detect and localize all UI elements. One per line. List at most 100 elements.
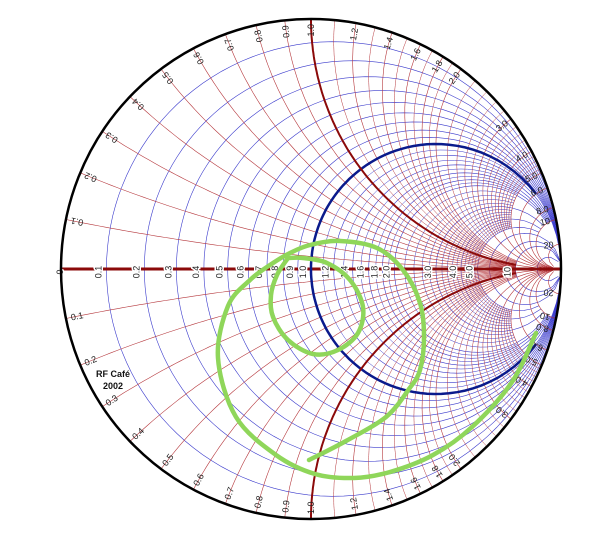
resistance-label: 4.0 [448, 266, 458, 279]
scale-labels: 0 0.1 0.2 0.3 0.4 0.5 0.6 0.7 0.8 0.9 1.0 1.2 1.4 1.6… [54, 24, 555, 515]
reactance-label-negative: 1.0 [306, 502, 316, 515]
reactance-label-positive: 0.2 [83, 170, 98, 184]
reactance-arc [471, 110, 505, 238]
reactance-arc [80, 269, 516, 366]
resistance-label: 3.0 [423, 266, 433, 279]
reactance-label-negative: 1.8 [430, 464, 445, 480]
resistance-label: 2.0 [381, 266, 391, 279]
reactance-arc [508, 168, 541, 229]
chart-outline [59, 17, 563, 521]
watermark-line1: RF Café [96, 369, 130, 379]
reactance-arc [421, 56, 517, 263]
reactance-arc [284, 272, 516, 518]
reactance-label-positive: 0.3 [104, 130, 120, 145]
resistance-label: 5.0 [465, 266, 475, 279]
reactance-arc [255, 25, 516, 266]
resistance-label: 1.8 [369, 266, 379, 279]
reactance-arc [255, 272, 516, 513]
reactance-arc [129, 96, 516, 268]
reactance-label-negative: 0.7 [222, 486, 236, 501]
resistance-label: 0.4 [191, 266, 201, 279]
reactance-label-negative: 0.6 [191, 472, 206, 488]
resistance-label: 1.2 [321, 266, 331, 279]
reactance-arc [160, 68, 516, 268]
reactance-label-positive: 0.1 [70, 216, 84, 228]
reactance-arc [193, 48, 516, 267]
reactance-arc [160, 270, 516, 470]
resistance-label: 0.9 [285, 266, 295, 279]
reactance-label-positive: 20 [543, 240, 554, 251]
reactance-label-positive: 2.0 [447, 70, 463, 86]
reactance-arc [65, 219, 516, 269]
reactance-arc [225, 33, 516, 267]
reactance-arc [382, 32, 517, 264]
reactance-arc [193, 271, 516, 490]
reactance-arc [535, 219, 557, 268]
reactance-label-negative: 1.6 [408, 476, 422, 492]
reactance-arc [529, 269, 554, 331]
major-lines [61, 19, 561, 519]
reactance-label-negative: 0.1 [70, 310, 84, 322]
reactance-arc [102, 269, 516, 407]
reactance-arc [491, 305, 526, 399]
reactance-label-negative: 1.2 [348, 497, 360, 511]
reactance-arc [65, 269, 516, 319]
reactance-label-negative: 8.0 [535, 321, 550, 334]
reactance-arc [129, 270, 516, 442]
reactance-label-positive: 5.0 [524, 170, 539, 184]
resistance-label: 0.6 [236, 266, 246, 279]
reactance-arc [404, 275, 517, 494]
reactance-arc [413, 50, 485, 248]
reactance-label-positive: 1.8 [430, 58, 445, 74]
unit-reactance-arc [310, 19, 517, 266]
watermark-line2: 2002 [103, 381, 123, 391]
reactance-label-negative: 0.8 [252, 495, 265, 509]
unit-reactance-arc [310, 272, 517, 519]
reactance-label-positive: 8.0 [535, 204, 550, 217]
reactance-arc [80, 172, 516, 269]
reactance-arc [429, 62, 486, 246]
reactance-arc [518, 269, 553, 351]
reactance-label-positive: 4.0 [514, 149, 530, 164]
reactance-arc [368, 285, 482, 511]
reactance-arc [506, 164, 539, 229]
resistance-label: 0.3 [163, 266, 173, 279]
reactance-arc [102, 131, 516, 269]
reactance-arc [494, 306, 529, 393]
trace-segment-0 [215, 238, 539, 481]
resistance-label: 0.2 [131, 266, 141, 279]
reactance-arc [429, 292, 486, 476]
reactance-arc [447, 295, 488, 458]
reactance-label-positive: 0.8 [252, 29, 265, 43]
reactance-label-negative: 20 [543, 287, 554, 298]
trace-segment-1 [268, 255, 366, 357]
reactance-arc [284, 20, 516, 266]
unit-resistance-circle [309, 142, 537, 396]
reactance-label-positive: 6.0 [529, 185, 544, 199]
reactance-arc [447, 80, 488, 243]
reactance-label-positive: 1.6 [408, 47, 422, 63]
reactance-arc [482, 303, 517, 412]
resistance-label: 1.0 [298, 266, 308, 279]
reactance-arc [535, 270, 557, 319]
reactance-label-negative: 0.2 [83, 354, 98, 368]
reactance-label-positive: 0.6 [191, 50, 206, 66]
reactance-arc [382, 274, 517, 506]
reactance-arc [501, 156, 535, 230]
resistance-label: 0.1 [94, 266, 104, 279]
reactance-arc [471, 300, 505, 428]
reactance-label-negative: 0.3 [104, 393, 120, 408]
reactance-arc [503, 160, 537, 230]
reactance-label-negative: 0.9 [280, 500, 291, 513]
reactance-arc [482, 126, 517, 235]
reactance-label-positive: 1.2 [348, 27, 360, 41]
reactance-label-positive: 0.9 [280, 25, 291, 38]
reactance-arc [464, 299, 497, 437]
reactance-label-positive: 10 [539, 216, 551, 228]
reactance-arc [491, 139, 526, 233]
reactance-arc [456, 297, 490, 447]
reactance-arc [508, 309, 541, 370]
reactance-arc [333, 20, 481, 255]
reactance-arc [494, 145, 529, 232]
